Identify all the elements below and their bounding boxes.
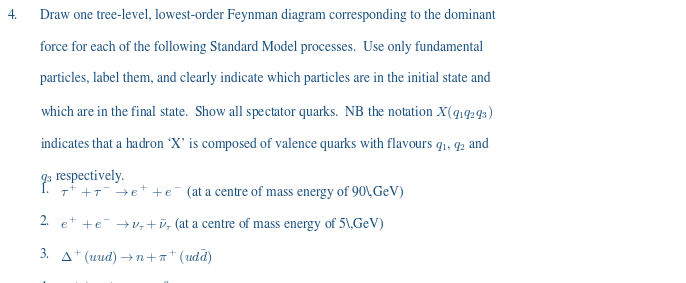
- Text: force for each of the following Standard Model processes.  Use only fundamental: force for each of the following Standard…: [40, 40, 483, 53]
- Text: particles, label them, and clearly indicate which particles are in the initial s: particles, label them, and clearly indic…: [40, 72, 490, 85]
- Text: 4.: 4.: [8, 8, 19, 22]
- Text: 3.: 3.: [40, 248, 50, 261]
- Text: indicates that a hadron ‘X’ is composed of valence quarks with flavours $q_1$, $: indicates that a hadron ‘X’ is composed …: [40, 135, 490, 153]
- Text: 4.: 4.: [40, 280, 50, 283]
- Text: $q_3$ respectively.: $q_3$ respectively.: [40, 167, 126, 185]
- Text: 1.: 1.: [40, 183, 50, 196]
- Text: which are in the final state.  Show all spectator quarks.  NB the notation $X(q_: which are in the final state. Show all s…: [40, 104, 493, 121]
- Text: $\Delta^+(uud) \rightarrow n + \pi^+(ud\bar{d})$: $\Delta^+(uud) \rightarrow n + \pi^+(ud\…: [60, 248, 213, 265]
- Text: $\Sigma^+(uus) \rightarrow p + \pi^0$: $\Sigma^+(uus) \rightarrow p + \pi^0$: [60, 280, 170, 283]
- Text: 2.: 2.: [40, 215, 50, 228]
- Text: $e^+ + e^- \rightarrow \nu_\tau + \bar{\nu}_\tau$ (at a centre of mass energy of: $e^+ + e^- \rightarrow \nu_\tau + \bar{\…: [60, 215, 385, 233]
- Text: $\tau^+ + \tau^- \rightarrow e^+ + e^-$ (at a centre of mass energy of 90\,GeV): $\tau^+ + \tau^- \rightarrow e^+ + e^-$ …: [60, 183, 404, 201]
- Text: Draw one tree-level, lowest-order Feynman diagram corresponding to the dominant: Draw one tree-level, lowest-order Feynma…: [40, 8, 495, 22]
